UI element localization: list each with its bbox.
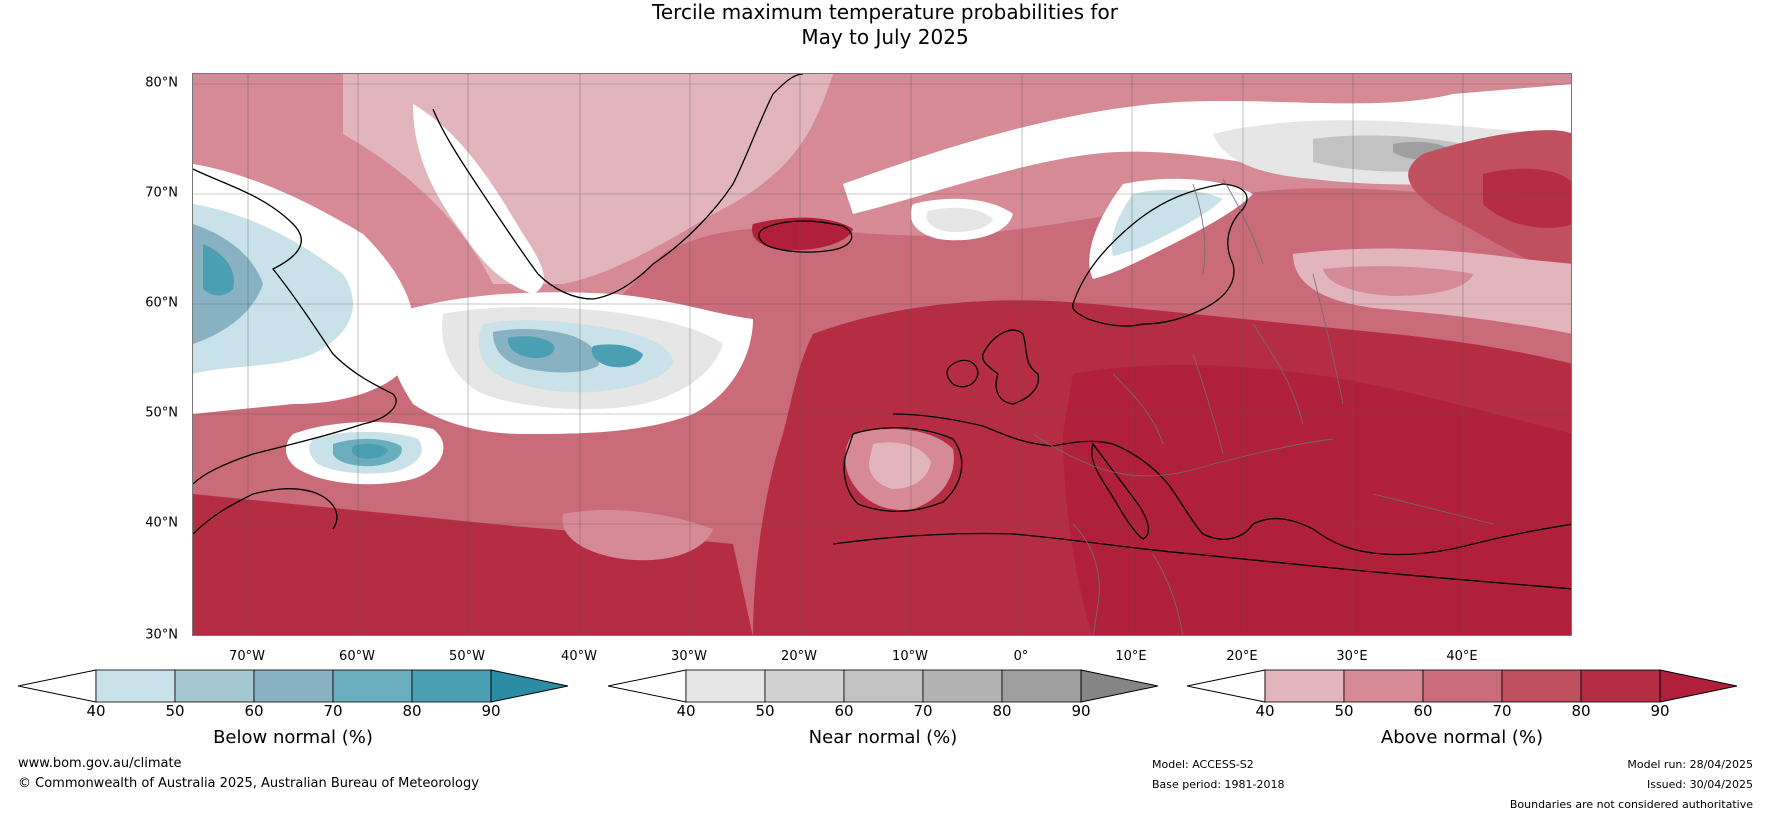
colorbar-near-normal-over-triangle	[1080, 669, 1158, 703]
colorbar-tick: 90	[481, 702, 501, 720]
colorbar-above-normal-swatch-5	[1580, 669, 1661, 703]
colorbar-above-normal-swatch-3	[1422, 669, 1503, 703]
colorbar-tick: 50	[755, 702, 775, 720]
colorbar-tick: 40	[1255, 702, 1275, 720]
colorbar-above-normal-over-triangle	[1659, 669, 1737, 703]
colorbar-tick: 60	[244, 702, 264, 720]
probability-map	[192, 73, 1572, 636]
colorbar-near-normal-under-triangle	[608, 669, 687, 703]
colorbar-tick: 80	[402, 702, 422, 720]
colorbar-near-normal-swatch-4	[922, 669, 1003, 703]
base-period-text: Base period: 1981-2018	[1152, 778, 1285, 791]
colorbar-tick: 40	[86, 702, 106, 720]
colorbar-below-normal-swatch-2	[174, 669, 255, 703]
lon-label-70w: 70°W	[229, 649, 265, 664]
colorbar-below-normal-swatch-1	[95, 669, 176, 703]
lon-label-30e: 30°E	[1336, 649, 1368, 664]
colorbar-tick: 80	[992, 702, 1012, 720]
website-link[interactable]: www.bom.gov.au/climate	[18, 756, 182, 771]
lon-label-60w: 60°W	[339, 649, 375, 664]
lon-label-20w: 20°W	[781, 649, 817, 664]
model-text: Model: ACCESS-S2	[1152, 758, 1254, 771]
colorbar-tick: 70	[323, 702, 343, 720]
lon-label-0: 0°	[1013, 649, 1029, 664]
colorbar-above-normal-swatch-2	[1343, 669, 1424, 703]
colorbar-above-normal-swatch-1	[1264, 669, 1345, 703]
colorbar-below-normal-swatch-5	[411, 669, 492, 703]
lon-label-10w: 10°W	[892, 649, 928, 664]
colorbar-below-normal-swatch-3	[253, 669, 334, 703]
colorbar-tick: 60	[834, 702, 854, 720]
lon-label-20e: 20°E	[1226, 649, 1258, 664]
colorbar-tick: 70	[1492, 702, 1512, 720]
issued-text: Issued: 30/04/2025	[1646, 778, 1753, 791]
colorbar-below-normal-under-triangle	[18, 669, 97, 703]
colorbar-tick: 90	[1071, 702, 1091, 720]
map-title: Tercile maximum temperature probabilitie…	[0, 0, 1770, 50]
colorbar-near-normal	[608, 669, 1158, 703]
colorbar-tick: 50	[1334, 702, 1354, 720]
colorbar-tick: 80	[1571, 702, 1591, 720]
colorbar-below-normal-swatch-4	[332, 669, 413, 703]
colorbar-below-normal	[18, 669, 568, 703]
lat-label-50n: 50°N	[145, 405, 178, 421]
lon-label-50w: 50°W	[449, 649, 485, 664]
map-title-line1: Tercile maximum temperature probabilitie…	[652, 0, 1118, 24]
colorbar-tick: 60	[1413, 702, 1433, 720]
lat-label-30n: 30°N	[145, 627, 178, 643]
lat-label-60n: 60°N	[145, 295, 178, 311]
colorbar-tick: 90	[1650, 702, 1670, 720]
colorbar-above-normal-label: Above normal (%)	[1380, 727, 1544, 748]
colorbar-above-normal-swatch-4	[1501, 669, 1582, 703]
model-run-text: Model run: 28/04/2025	[1627, 758, 1753, 771]
colorbar-above-normal-under-triangle	[1187, 669, 1266, 703]
colorbar-near-normal-label: Near normal (%)	[808, 727, 958, 748]
colorbar-near-normal-swatch-2	[764, 669, 845, 703]
lon-label-40e: 40°E	[1446, 649, 1478, 664]
lon-label-30w: 30°W	[671, 649, 707, 664]
lon-label-40w: 40°W	[561, 649, 597, 664]
map-title-line2: May to July 2025	[801, 25, 969, 49]
colorbar-below-normal-over-triangle	[490, 669, 568, 703]
lon-label-10e: 10°E	[1115, 649, 1147, 664]
colorbar-near-normal-swatch-5	[1001, 669, 1082, 703]
lat-label-80n: 80°N	[145, 75, 178, 91]
map-svg	[193, 74, 1571, 635]
colorbar-tick: 70	[913, 702, 933, 720]
colorbar-near-normal-swatch-3	[843, 669, 924, 703]
lat-label-40n: 40°N	[145, 515, 178, 531]
disclaimer-text: Boundaries are not considered authoritat…	[1509, 798, 1753, 811]
colorbar-tick: 50	[165, 702, 185, 720]
colorbar-near-normal-swatch-1	[685, 669, 766, 703]
colorbar-above-normal	[1187, 669, 1737, 703]
lat-label-70n: 70°N	[145, 185, 178, 201]
colorbar-tick: 40	[676, 702, 696, 720]
copyright-text: © Commonwealth of Australia 2025, Austra…	[18, 776, 479, 791]
colorbar-below-normal-label: Below normal (%)	[213, 727, 373, 748]
